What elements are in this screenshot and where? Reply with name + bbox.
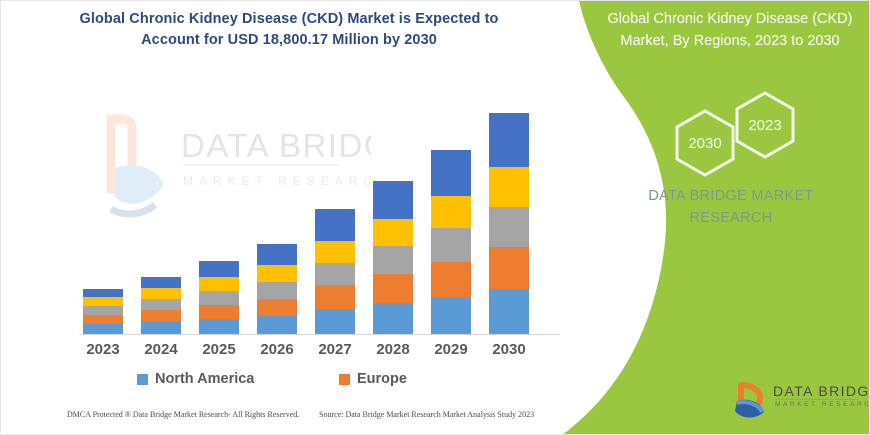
panel-title-line-2: Market, By Regions, 2023 to 2030 (620, 32, 840, 49)
bar-2028[interactable] (373, 181, 413, 335)
bar-segment-north-america (257, 316, 297, 335)
bar-segment-north-america (141, 322, 181, 335)
data-bridge-logo-mark-icon (735, 382, 764, 418)
legend-item-north-america[interactable]: North America (137, 371, 254, 387)
bar-segment-series4 (257, 265, 297, 282)
bar-2030[interactable] (489, 113, 529, 335)
hexagon-2023-shape (735, 91, 795, 159)
data-bridge-logo: DATA BRIDGE MARKET RESEARCH (729, 379, 869, 423)
bar-2026[interactable] (257, 244, 297, 335)
bar-2029[interactable] (431, 150, 471, 335)
bar-2024[interactable] (141, 277, 181, 335)
bar-segment-series4 (431, 196, 471, 228)
panel-brand-line-2: RESEARCH (689, 209, 773, 226)
bar-segment-series3 (315, 263, 355, 285)
bar-segment-series3 (83, 306, 123, 315)
bar-segment-series4 (199, 277, 239, 291)
bar-segment-series5 (489, 113, 529, 167)
panel-brand-line-1: DATA BRIDGE MARKET (648, 188, 814, 204)
bar-segment-series3 (257, 282, 297, 299)
hexagon-2030-shape (675, 109, 735, 177)
x-axis-label-2027: 2027 (318, 341, 352, 358)
bar-segment-series5 (83, 289, 123, 297)
x-axis-label-2028: 2028 (376, 341, 410, 358)
bar-2027[interactable] (315, 209, 355, 335)
x-axis-label-2026: 2026 (260, 341, 294, 358)
bar-segment-north-america (431, 297, 471, 335)
logo-divider (774, 399, 858, 400)
chart-legend: North America Europe (79, 371, 549, 395)
bar-segment-europe (199, 305, 239, 319)
bar-segment-series4 (141, 288, 181, 299)
bar-segment-series3 (489, 207, 529, 247)
legend-label: Europe (357, 371, 407, 387)
bar-segment-series5 (199, 261, 239, 277)
x-axis-label-2025: 2025 (202, 341, 236, 358)
bar-segment-series3 (373, 246, 413, 274)
bar-segment-europe (373, 274, 413, 303)
bar-segment-north-america (489, 289, 529, 335)
page-title-line-1: Global Chronic Kidney Disease (CKD) Mark… (79, 11, 499, 27)
bar-segment-north-america (315, 309, 355, 335)
bar-segment-europe (489, 247, 529, 289)
bar-segment-europe (83, 315, 123, 324)
bar-segment-series3 (431, 228, 471, 262)
x-axis-label-2029: 2029 (434, 341, 468, 358)
legend-swatch-icon (339, 373, 350, 385)
panel-title-line-1: Global Chronic Kidney Disease (CKD) (607, 11, 853, 27)
panel-brand-text: DATA BRIDGE MARKET RESEARCH (621, 186, 841, 230)
axis-baseline (79, 334, 559, 335)
page-title-line-2: Account for USD 18,800.17 Million by 203… (141, 32, 437, 49)
footer-source-text: Source: Data Bridge Market Research Mark… (319, 410, 535, 419)
hexagon-label-2030: 2030 (688, 135, 722, 152)
x-axis-labels: 2023 2024 2025 2026 2027 2028 2029 2030 (79, 341, 549, 367)
bar-segment-north-america (373, 303, 413, 335)
bar-segment-europe (315, 285, 355, 309)
bar-segment-series4 (315, 241, 355, 263)
watermark-logo: DATA BRIDGE MARKET RESEARCH (106, 114, 371, 218)
logo-main-text: DATA BRIDGE (773, 383, 870, 399)
footer: DMCA Protected ® Data Bridge Market Rese… (1, 410, 581, 430)
bar-segment-series5 (315, 209, 355, 241)
watermark-main: DATA BRIDGE (181, 127, 371, 164)
bar-segment-series5 (431, 150, 471, 196)
bar-segment-europe (141, 310, 181, 322)
bar-2025[interactable] (199, 261, 239, 335)
x-axis-label-2030: 2030 (492, 341, 526, 358)
bar-segment-europe (257, 299, 297, 316)
bar-2023[interactable] (83, 289, 123, 335)
bar-segment-north-america (83, 324, 123, 335)
panel-title: Global Chronic Kidney Disease (CKD) Mark… (601, 9, 859, 53)
footer-dmca-text: DMCA Protected ® Data Bridge Market Rese… (67, 410, 300, 419)
hexagon-badges: 2030 2023 (669, 91, 829, 196)
hexagon-badges-svg (675, 91, 795, 177)
hexagon-label-2023: 2023 (748, 117, 782, 134)
legend-label: North America (155, 371, 255, 387)
bar-segment-series5 (257, 244, 297, 265)
page-title: Global Chronic Kidney Disease (CKD) Mark… (39, 9, 539, 51)
x-axis-label-2024: 2024 (144, 341, 178, 358)
x-axis-label-2023: 2023 (86, 341, 120, 358)
bar-chart-plot (79, 96, 549, 335)
legend-item-europe[interactable]: Europe (339, 371, 407, 387)
bar-segment-series4 (83, 297, 123, 306)
bar-segment-north-america (199, 319, 239, 335)
bar-segment-series4 (489, 167, 529, 207)
bar-segment-series3 (199, 291, 239, 305)
bar-segment-series5 (373, 181, 413, 219)
logo-sub-text: MARKET RESEARCH (775, 401, 870, 408)
bar-segment-series3 (141, 299, 181, 310)
legend-swatch-icon (137, 373, 148, 385)
chart-panel: Global Chronic Kidney Disease (CKD) Mark… (1, 1, 581, 434)
bar-segment-europe (431, 262, 471, 297)
bar-segment-series4 (373, 219, 413, 246)
watermark-sub: MARKET RESEARCH (183, 174, 371, 188)
bar-segment-series5 (141, 277, 181, 288)
